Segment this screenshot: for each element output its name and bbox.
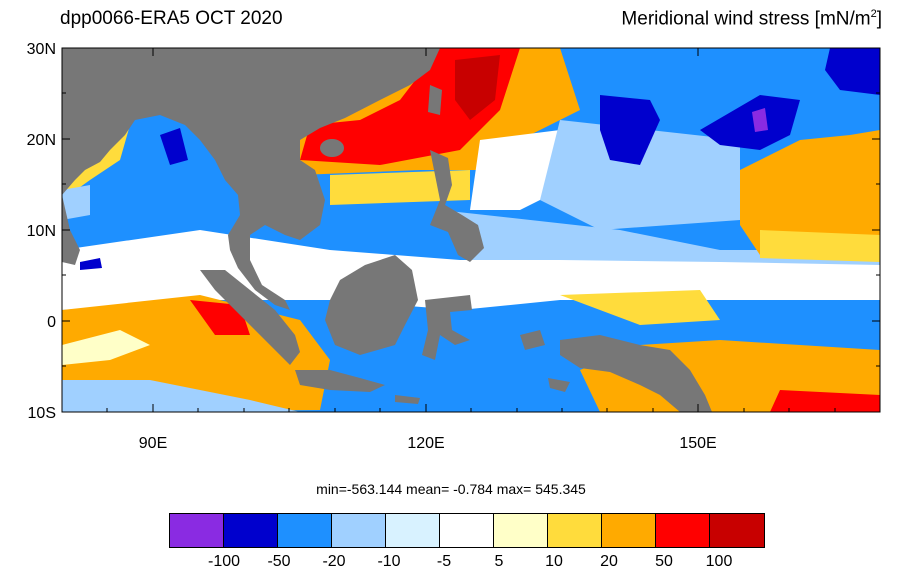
stats-line: min=-563.144 mean= -0.784 max= 545.345 — [316, 481, 586, 497]
lat-label-20n: 20N — [27, 132, 56, 149]
colorbar-label: -100 — [207, 553, 241, 570]
colorbar-label: -5 — [436, 553, 452, 570]
map-panel: 30N 20N 10N 0 10S 90E 120E 150E — [27, 41, 881, 452]
colorbar-box-10 — [710, 514, 764, 547]
colorbar-box-6 — [494, 514, 548, 547]
colorbar-box-3 — [332, 514, 386, 547]
colorbar-box-7 — [548, 514, 602, 547]
lat-label-10s: 10S — [28, 405, 56, 422]
colorbar-box-9 — [656, 514, 710, 547]
colorbar-box-8 — [602, 514, 656, 547]
colorbar-label: 5 — [494, 553, 504, 570]
colorbar-box-4 — [386, 514, 440, 547]
colorbar-box-2 — [278, 514, 332, 547]
lat-label-30n: 30N — [27, 41, 56, 58]
colorbar-box-0 — [170, 514, 224, 547]
lon-label-90e: 90E — [139, 435, 167, 452]
plot-title-left: dpp0066-ERA5 OCT 2020 — [60, 8, 283, 29]
lat-label-0: 0 — [47, 314, 56, 331]
land-mask — [62, 48, 712, 412]
lon-label-120e: 120E — [407, 435, 444, 452]
colorbar-box-1 — [224, 514, 278, 547]
colorbar-label: 100 — [705, 553, 733, 570]
axis-ticks — [62, 47, 880, 413]
colorbar-box-5 — [440, 514, 494, 547]
plot-title-right: Meridional wind stress [mN/m2] — [621, 8, 882, 30]
colorbar-label: -50 — [267, 553, 291, 570]
lat-label-10n: 10N — [27, 223, 56, 240]
lon-label-150e: 150E — [679, 435, 716, 452]
colorbar-label: -10 — [377, 553, 401, 570]
colorbar — [169, 513, 765, 548]
colorbar-label: 20 — [600, 553, 618, 570]
colorbar-label: -20 — [322, 553, 346, 570]
colorbar-label: 10 — [545, 553, 563, 570]
colorbar-label: 50 — [655, 553, 673, 570]
wind-stress-field — [62, 48, 880, 412]
